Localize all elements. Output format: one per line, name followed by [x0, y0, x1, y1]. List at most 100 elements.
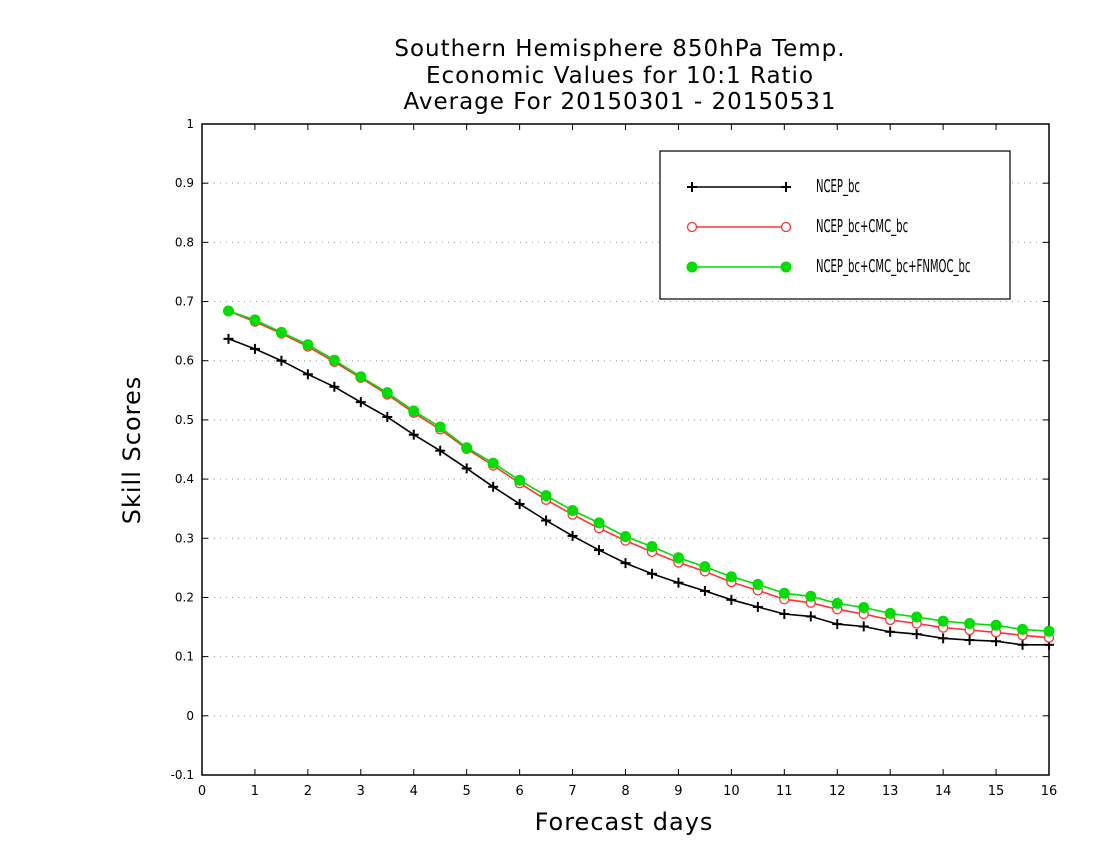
x-tick-label: 9	[674, 784, 682, 799]
series-3-point	[461, 442, 473, 454]
series-3-point	[222, 305, 234, 317]
y-tick-label: 0.7	[175, 295, 194, 309]
series-3-point	[937, 615, 949, 627]
series-3-point	[514, 474, 526, 486]
x-tick-label: 12	[829, 784, 846, 799]
series-3-point	[911, 611, 923, 623]
series-1-point	[620, 558, 631, 569]
x-tick-label: 13	[882, 784, 899, 799]
series-1-point	[991, 636, 1002, 647]
series-3-point	[831, 597, 843, 609]
series-1-point	[673, 577, 684, 588]
series-3-point	[725, 571, 737, 583]
series-line-2	[228, 310, 1050, 639]
series-3-point	[593, 517, 605, 529]
series-3-point	[884, 607, 896, 619]
series-3-point	[805, 590, 817, 602]
y-tick-label: 0.5	[175, 413, 194, 427]
series-1-point	[488, 481, 499, 492]
chart-title-line-1: Southern Hemisphere 850hPa Temp.	[394, 36, 846, 62]
y-tick-label: 0.8	[175, 235, 194, 249]
y-tick-label: 0.6	[175, 354, 194, 368]
y-tick-label: 0.2	[175, 590, 194, 604]
x-tick-label: 8	[621, 784, 629, 799]
series-1-point	[461, 463, 472, 474]
series-1-point	[276, 355, 287, 366]
series-1-point	[911, 629, 922, 640]
series-3-point	[408, 405, 420, 417]
series-3-point	[487, 457, 499, 469]
series-1-point	[514, 498, 525, 509]
x-tick-label: 5	[463, 784, 471, 799]
series-1-point	[964, 635, 975, 646]
series-1-point	[249, 343, 260, 354]
y-tick-label: -0.1	[171, 768, 194, 782]
series-3-point	[990, 619, 1002, 631]
series-3-point	[646, 541, 658, 553]
series-1-point	[726, 594, 737, 605]
x-tick-label: 7	[568, 784, 576, 799]
chart-title-line-2: Economic Values for 10:1 Ratio	[425, 63, 815, 89]
x-tick-label: 14	[935, 784, 952, 799]
series-1-point	[408, 429, 419, 440]
series-3-point	[381, 387, 393, 399]
series-1-point	[329, 381, 340, 392]
series-1-point	[382, 411, 393, 422]
legend-label-3: NCEP_bc+CMC_bc+FNMOC_bc	[816, 257, 970, 277]
series-3-point	[620, 530, 631, 542]
x-tick-label: 4	[410, 784, 418, 799]
series-1-point	[1017, 639, 1028, 650]
series-1-point	[302, 369, 313, 380]
series-3-point	[302, 339, 314, 351]
x-tick-label: 2	[304, 784, 312, 799]
series-3-point	[1017, 623, 1029, 635]
x-tick-label: 6	[515, 784, 523, 799]
legend-marker	[780, 221, 792, 233]
series-3-point	[964, 617, 976, 629]
series-3-point	[540, 490, 552, 502]
chart-title-line-3: Average For 20150301 - 20150531	[403, 89, 837, 115]
series-3-point	[1043, 625, 1055, 637]
series-1-point	[699, 585, 710, 596]
x-tick-label: 1	[251, 784, 259, 799]
series-1-point	[858, 621, 869, 632]
series-1-point	[594, 545, 605, 556]
x-tick-label: 16	[1041, 784, 1058, 799]
legend-box	[659, 150, 1011, 300]
series-1-point	[752, 601, 763, 612]
x-tick-label: 11	[776, 784, 793, 799]
series-1-point	[885, 626, 896, 637]
series-3-point	[752, 578, 764, 590]
series-1-point	[646, 568, 657, 579]
series-3-point	[672, 552, 684, 564]
y-tick-label: 1	[186, 117, 194, 131]
legend-marker	[686, 221, 698, 233]
y-tick-label: 0.1	[175, 650, 194, 664]
x-tick-label: 0	[198, 784, 206, 799]
y-tick-label: 0.3	[175, 531, 194, 545]
series-line-1	[228, 338, 1049, 646]
x-tick-label: 3	[357, 784, 365, 799]
series-3-point	[275, 326, 287, 338]
legend-marker	[687, 182, 697, 192]
series-1-point	[355, 397, 366, 408]
series-3-point	[328, 354, 340, 366]
x-tick-label: 15	[988, 784, 1005, 799]
series-1-point	[779, 609, 790, 620]
series-1-point	[223, 333, 234, 344]
legend-label-1: NCEP_bc	[816, 177, 860, 197]
series-3-point	[699, 561, 711, 573]
series-line-3	[228, 310, 1050, 632]
x-axis-title: Forecast days	[534, 808, 714, 836]
series-1-point	[541, 515, 552, 526]
y-tick-label: 0.4	[175, 472, 194, 486]
series-3-point	[567, 504, 579, 516]
y-tick-label: 0.9	[175, 176, 194, 190]
legend-label-2: NCEP_bc+CMC_bc	[816, 217, 908, 237]
legend-marker	[686, 261, 698, 273]
series-3-point	[355, 371, 367, 383]
series-1-point	[832, 619, 843, 630]
series-1-point	[805, 611, 816, 622]
series-1-point	[435, 445, 446, 456]
